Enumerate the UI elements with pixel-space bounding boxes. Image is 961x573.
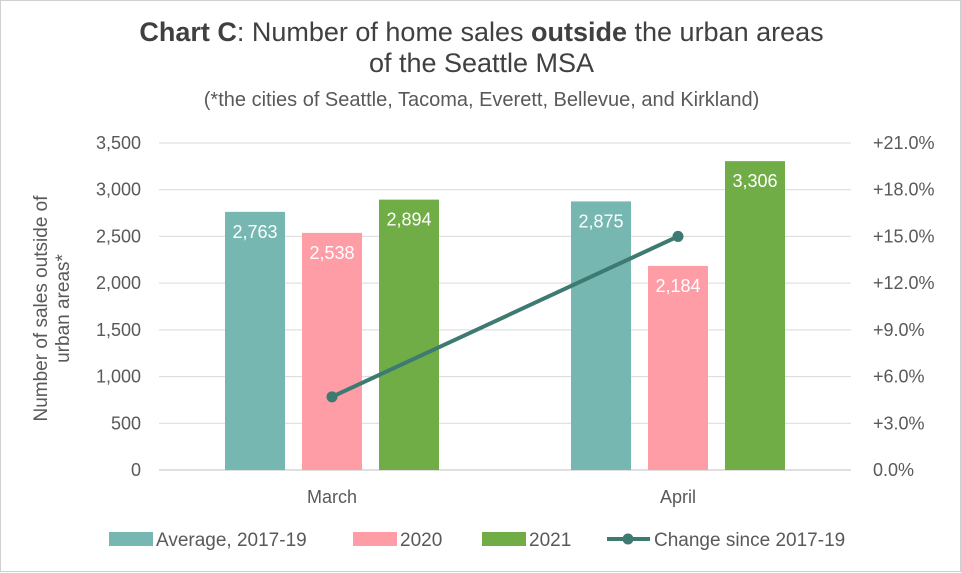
y-tick-label: 1,500 bbox=[96, 320, 141, 340]
legend-swatch bbox=[482, 532, 526, 546]
legend-swatch bbox=[353, 532, 397, 546]
y2-tick-label: +6.0% bbox=[873, 367, 925, 387]
bar-data-label: 2,538 bbox=[309, 243, 354, 263]
y-axis-label: Number of sales outside ofurban areas* bbox=[31, 195, 74, 422]
legend-label: Average, 2017-19 bbox=[156, 530, 307, 551]
y2-tick-label: +12.0% bbox=[873, 273, 935, 293]
legend-label: Change since 2017-19 bbox=[654, 530, 845, 551]
bar-data-label: 2,894 bbox=[386, 210, 431, 230]
legend-label: 2021 bbox=[529, 530, 571, 551]
change-point bbox=[326, 391, 338, 403]
bar-data-label: 2,763 bbox=[232, 222, 277, 242]
change-point bbox=[672, 230, 684, 242]
y-tick-label: 2,000 bbox=[96, 273, 141, 293]
legend-swatch bbox=[109, 532, 153, 546]
bar bbox=[648, 265, 708, 470]
legend-label: 2020 bbox=[400, 530, 442, 551]
title-lead: Chart C bbox=[139, 17, 237, 47]
y2-tick-label: +3.0% bbox=[873, 413, 925, 433]
y-tick-label: 2,500 bbox=[96, 226, 141, 246]
title-part2: the urban areas bbox=[627, 17, 824, 47]
y-tick-label: 0 bbox=[131, 460, 141, 480]
bar bbox=[379, 199, 439, 470]
bar bbox=[225, 211, 285, 470]
title-emphasis: outside bbox=[531, 17, 628, 47]
change-line bbox=[330, 234, 680, 399]
y-tick-label: 3,000 bbox=[96, 180, 141, 200]
bar-data-label: 3,306 bbox=[732, 171, 777, 191]
bar-data-label: 2,875 bbox=[578, 211, 623, 231]
y2-tick-label: +21.0% bbox=[873, 133, 935, 153]
bar-data-label: 2,184 bbox=[655, 276, 700, 296]
y2-tick-label: +9.0% bbox=[873, 320, 925, 340]
bar bbox=[571, 201, 631, 470]
y-axis-label-line: Number of sales outside of bbox=[31, 195, 52, 422]
bar bbox=[725, 161, 785, 471]
legend-line-marker bbox=[622, 533, 634, 545]
y2-tick-label: +15.0% bbox=[873, 226, 935, 246]
title-line2: of the Seattle MSA bbox=[368, 48, 595, 78]
y2-tick-label: 0.0% bbox=[873, 460, 914, 480]
x-tick-label: April bbox=[660, 487, 696, 507]
y-tick-label: 3,500 bbox=[96, 133, 141, 153]
x-tick-label: March bbox=[307, 487, 357, 507]
chart-subtitle: (*the cities of Seattle, Tacoma, Everett… bbox=[203, 89, 760, 111]
y-tick-label: 500 bbox=[111, 413, 141, 433]
y2-tick-label: +18.0% bbox=[873, 180, 935, 200]
y-axis-label-line: urban areas* bbox=[53, 253, 74, 362]
title-part1: : Number of home sales bbox=[236, 17, 531, 47]
bar bbox=[302, 232, 362, 470]
y-tick-label: 1,000 bbox=[96, 367, 141, 387]
chart-title: Chart C: Number of home sales outside th… bbox=[1, 17, 961, 79]
